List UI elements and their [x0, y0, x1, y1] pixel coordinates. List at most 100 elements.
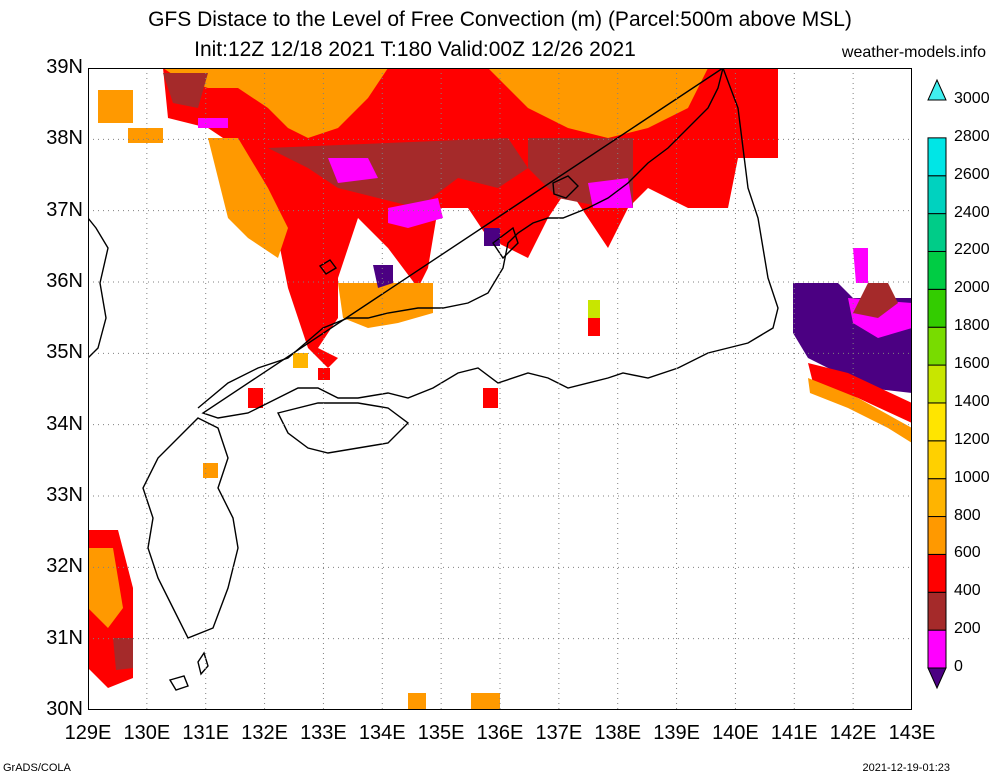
colorbar-end-bottom [927, 667, 947, 690]
colorbar-label: 0 [954, 658, 963, 675]
field-region-red [808, 363, 912, 423]
field-region-brown [268, 138, 528, 208]
field-region-brown [113, 638, 133, 670]
colorbar-segment [927, 213, 947, 252]
lon-label: 131E [182, 722, 230, 744]
lon-label: 140E [712, 722, 759, 744]
colorbar-segment [927, 440, 947, 480]
gridlines [88, 68, 912, 710]
colorbar-segment [927, 591, 947, 631]
lon-label: 143E [888, 722, 936, 744]
colorbar-segment [927, 629, 947, 669]
colorbar-label: 1800 [954, 317, 990, 335]
coastlines [88, 68, 779, 691]
field-region-orange [88, 548, 123, 628]
lon-label: 139E [653, 722, 700, 744]
field-region-red [588, 318, 600, 336]
website-credit: weather-models.info [841, 44, 986, 61]
lon-label: 130E [123, 722, 171, 744]
sado-island [552, 175, 579, 199]
colorbar-segment [927, 553, 947, 593]
colorbar-label: 1400 [954, 392, 990, 410]
field-region-orange [203, 463, 218, 478]
lon-label: 129E [64, 722, 112, 744]
colorbar-label: 2400 [954, 203, 990, 221]
lon-label: 138E [594, 722, 642, 744]
map-border [88, 68, 912, 710]
lon-label: 135E [417, 722, 465, 744]
lat-label: 34N [46, 412, 83, 435]
lat-label: 39N [46, 56, 83, 78]
colorbar-label: 2000 [954, 279, 990, 297]
lon-label: 132E [241, 722, 288, 744]
lon-label: 134E [358, 722, 406, 744]
field-region-brown [853, 283, 898, 318]
lat-label: 31N [46, 626, 83, 649]
field-region-red [248, 388, 263, 408]
lat-label: 33N [46, 484, 83, 506]
lat-label: 36N [46, 270, 83, 292]
field-region-magenta [853, 248, 868, 283]
field-region-orange [163, 68, 388, 138]
honshu-coast [197, 68, 724, 409]
colorbar-label: 400 [954, 582, 981, 600]
colorbar-segment [927, 250, 947, 290]
field-region-magenta [328, 158, 378, 183]
footer-timestamp: 2021-12-19-01:23 [862, 762, 950, 774]
lon-label: 133E [300, 722, 347, 744]
field-region-orange [808, 378, 912, 443]
colorbar-label: 200 [954, 620, 981, 638]
colorbar-label: 1200 [954, 430, 990, 448]
colorbar-segment [927, 288, 947, 328]
field-region-orange [208, 138, 288, 258]
lat-label: 35N [46, 341, 83, 364]
colorbar-segment [927, 402, 947, 442]
field-region-orange [471, 693, 500, 710]
lat-label: 30N [46, 698, 83, 720]
yakushima [168, 675, 189, 691]
colorbar-label: 2200 [954, 241, 990, 259]
lon-label: 142E [829, 722, 877, 744]
field-region-brown [163, 73, 208, 108]
field-region-red [483, 388, 498, 408]
kyushu-coast [142, 417, 239, 639]
field-region-red [318, 368, 330, 380]
field-region-red [678, 118, 778, 158]
colorbar-segment [927, 175, 947, 215]
lat-label: 38N [46, 127, 83, 150]
field-region-orange [128, 128, 163, 143]
field-region-magenta [388, 198, 443, 228]
colorbar-segment [927, 326, 947, 366]
colorbar-label: 2800 [954, 127, 990, 145]
field-region-magenta [588, 178, 633, 208]
shikoku-coast [276, 402, 410, 454]
colorbar-segment [927, 137, 947, 177]
field-region-orange [408, 693, 426, 710]
colorbar-label: 1000 [954, 468, 990, 486]
colorbar-label: 1600 [954, 355, 990, 373]
colorbar-end-top [927, 78, 947, 101]
korea-coast [88, 217, 109, 359]
chart-subtitle: Init:12Z 12/18 2021 T:180 Valid:00Z 12/2… [194, 38, 636, 61]
colorbar-label: 3000 [954, 90, 990, 107]
lon-label: 136E [476, 722, 524, 744]
field-region-gold [293, 353, 308, 368]
field-region-orange [338, 283, 433, 328]
map-plot [88, 68, 912, 710]
pacific-coast [201, 68, 779, 419]
colorbar-label: 2600 [954, 165, 990, 183]
oki-island [318, 259, 338, 275]
field-region-magenta [198, 118, 228, 128]
tanegashima [197, 651, 209, 676]
field-region-orange [488, 68, 708, 138]
lon-label: 137E [535, 722, 583, 744]
chart-title: GFS Distace to the Level of Free Convect… [148, 8, 852, 31]
colorbar-label: 600 [954, 544, 981, 562]
colorbar-segment [927, 478, 947, 518]
lfc-field [88, 68, 912, 710]
colorbar-segment [927, 516, 947, 555]
lon-label: 141E [770, 722, 818, 744]
colorbar-label: 800 [954, 506, 981, 524]
colorbar-segment [927, 364, 947, 404]
